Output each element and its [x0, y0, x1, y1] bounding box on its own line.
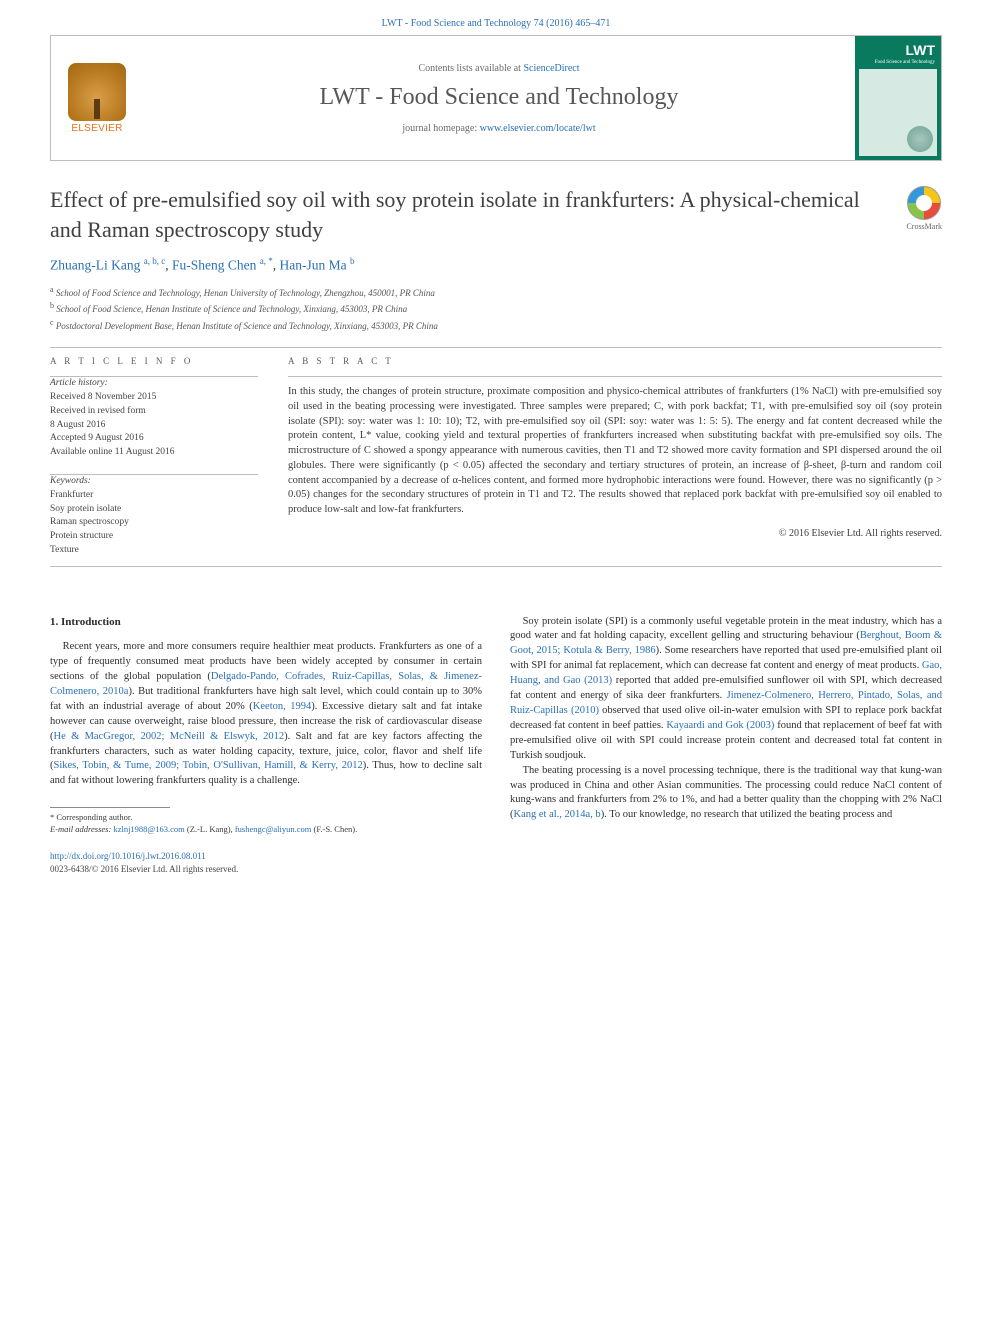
body-column-right: Soy protein isolate (SPI) is a commonly …: [510, 615, 942, 876]
email-link[interactable]: fushengc@aliyun.com: [235, 824, 312, 834]
history-label: Article history:: [50, 377, 258, 391]
header-center: Contents lists available at ScienceDirec…: [143, 36, 855, 160]
history-line: Received 8 November 2015: [50, 391, 258, 405]
author-link[interactable]: Han-Jun Ma: [279, 258, 346, 273]
corr-label: * Corresponding author.: [50, 812, 482, 824]
affiliation-row: a School of Food Science and Technology,…: [50, 284, 942, 301]
article-info-row: a r t i c l e i n f o Article history: R…: [50, 356, 942, 557]
author-affs: a, b, c: [144, 256, 166, 266]
journal-cover-thumbnail[interactable]: LWT Food Science and Technology: [855, 36, 941, 160]
aff-text: School of Food Science, Henan Institute …: [56, 304, 407, 314]
elsevier-label: ELSEVIER: [71, 123, 122, 134]
history-line: Available online 11 August 2016: [50, 446, 258, 460]
cover-acronym: LWT: [859, 40, 937, 60]
abstract-label: a b s t r a c t: [288, 356, 942, 366]
author-list: Zhuang-Li Kang a, b, c, Fu-Sheng Chen a,…: [50, 256, 942, 274]
abstract-text: In this study, the changes of protein st…: [288, 385, 942, 517]
email-who: (F.-S. Chen).: [313, 824, 357, 834]
aff-sup: a: [50, 285, 54, 294]
keyword: Protein structure: [50, 530, 258, 544]
aff-sup: c: [50, 318, 54, 327]
author-affs: a, *: [260, 256, 273, 266]
contents-list-line: Contents lists available at ScienceDirec…: [418, 63, 579, 74]
keywords-label: Keywords:: [50, 475, 258, 489]
affiliation-row: c Postdoctoral Development Base, Henan I…: [50, 317, 942, 334]
body-columns: 1. Introduction Recent years, more and m…: [50, 615, 942, 876]
history-line: Accepted 9 August 2016: [50, 432, 258, 446]
keyword: Frankfurter: [50, 489, 258, 503]
article-info-sidebar: a r t i c l e i n f o Article history: R…: [50, 356, 258, 557]
contents-prefix: Contents lists available at: [418, 63, 523, 74]
article-info-label: a r t i c l e i n f o: [50, 356, 258, 366]
keyword: Texture: [50, 544, 258, 558]
body-paragraph: Recent years, more and more consumers re…: [50, 640, 482, 789]
author-affs: b: [350, 256, 355, 266]
author-link[interactable]: Zhuang-Li Kang: [50, 258, 140, 273]
body-paragraph: Soy protein isolate (SPI) is a commonly …: [510, 615, 942, 764]
affiliations: a School of Food Science and Technology,…: [50, 284, 942, 334]
elsevier-tree-icon: [68, 63, 126, 121]
copyright-line: © 2016 Elsevier Ltd. All rights reserved…: [288, 528, 942, 539]
doi-block: http://dx.doi.org/10.1016/j.lwt.2016.08.…: [50, 850, 482, 875]
article-history: Article history: Received 8 November 201…: [50, 377, 258, 460]
aff-text: Postdoctoral Development Base, Henan Ins…: [56, 321, 438, 331]
affiliation-row: b School of Food Science, Henan Institut…: [50, 300, 942, 317]
journal-homepage-link[interactable]: www.elsevier.com/locate/lwt: [480, 123, 596, 134]
keyword: Soy protein isolate: [50, 503, 258, 517]
sciencedirect-link[interactable]: ScienceDirect: [523, 63, 579, 74]
cover-body: [859, 69, 937, 156]
citation-line: LWT - Food Science and Technology 74 (20…: [50, 18, 942, 29]
author-link[interactable]: Fu-Sheng Chen: [172, 258, 256, 273]
doi-link[interactable]: http://dx.doi.org/10.1016/j.lwt.2016.08.…: [50, 851, 206, 861]
abstract-block: a b s t r a c t In this study, the chang…: [288, 356, 942, 557]
intro-heading: 1. Introduction: [50, 615, 482, 631]
journal-header: ELSEVIER Contents lists available at Sci…: [50, 35, 942, 161]
citation-link[interactable]: Sikes, Tobin, & Tume, 2009; Tobin, O'Sul…: [54, 760, 363, 771]
keywords-block: Keywords: Frankfurter Soy protein isolat…: [50, 475, 258, 558]
footnote-rule: [50, 807, 170, 808]
history-line: Received in revised form: [50, 405, 258, 419]
homepage-line: journal homepage: www.elsevier.com/locat…: [402, 123, 595, 134]
text-run: ). To our knowledge, no research that ut…: [601, 809, 893, 820]
aff-sup: b: [50, 301, 54, 310]
homepage-prefix: journal homepage:: [402, 123, 479, 134]
crossmark-label: CrossMark: [906, 222, 942, 231]
citation-link[interactable]: Kayaardi and Gok (2003): [666, 720, 774, 731]
citation-link[interactable]: Kang et al., 2014a, b: [514, 809, 601, 820]
history-line: 8 August 2016: [50, 419, 258, 433]
keyword: Raman spectroscopy: [50, 516, 258, 530]
email-label: E-mail addresses:: [50, 824, 111, 834]
crossmark-icon: [907, 186, 941, 220]
body-column-left: 1. Introduction Recent years, more and m…: [50, 615, 482, 876]
email-line: E-mail addresses: kzlnj1988@163.com (Z.-…: [50, 824, 482, 836]
aff-text: School of Food Science and Technology, H…: [56, 288, 435, 298]
corresponding-author-footnote: * Corresponding author. E-mail addresses…: [50, 812, 482, 836]
divider: [50, 566, 942, 567]
journal-title: LWT - Food Science and Technology: [320, 84, 679, 111]
divider: [50, 347, 942, 348]
cover-subtitle: Food Science and Technology: [859, 60, 937, 65]
email-link[interactable]: kzlnj1988@163.com: [113, 824, 184, 834]
article-title: Effect of pre-emulsified soy oil with so…: [50, 185, 942, 244]
crossmark-badge[interactable]: CrossMark: [906, 186, 942, 231]
elsevier-logo[interactable]: ELSEVIER: [51, 36, 143, 160]
divider: [288, 376, 942, 377]
issn-copyright: 0023-6438/© 2016 Elsevier Ltd. All right…: [50, 864, 238, 874]
citation-link[interactable]: Keeton, 1994: [253, 701, 311, 712]
body-paragraph: The beating processing is a novel proces…: [510, 764, 942, 824]
citation-link[interactable]: He & MacGregor, 2002; McNeill & Elswyk, …: [54, 731, 285, 742]
email-who: (Z.-L. Kang),: [187, 824, 233, 834]
